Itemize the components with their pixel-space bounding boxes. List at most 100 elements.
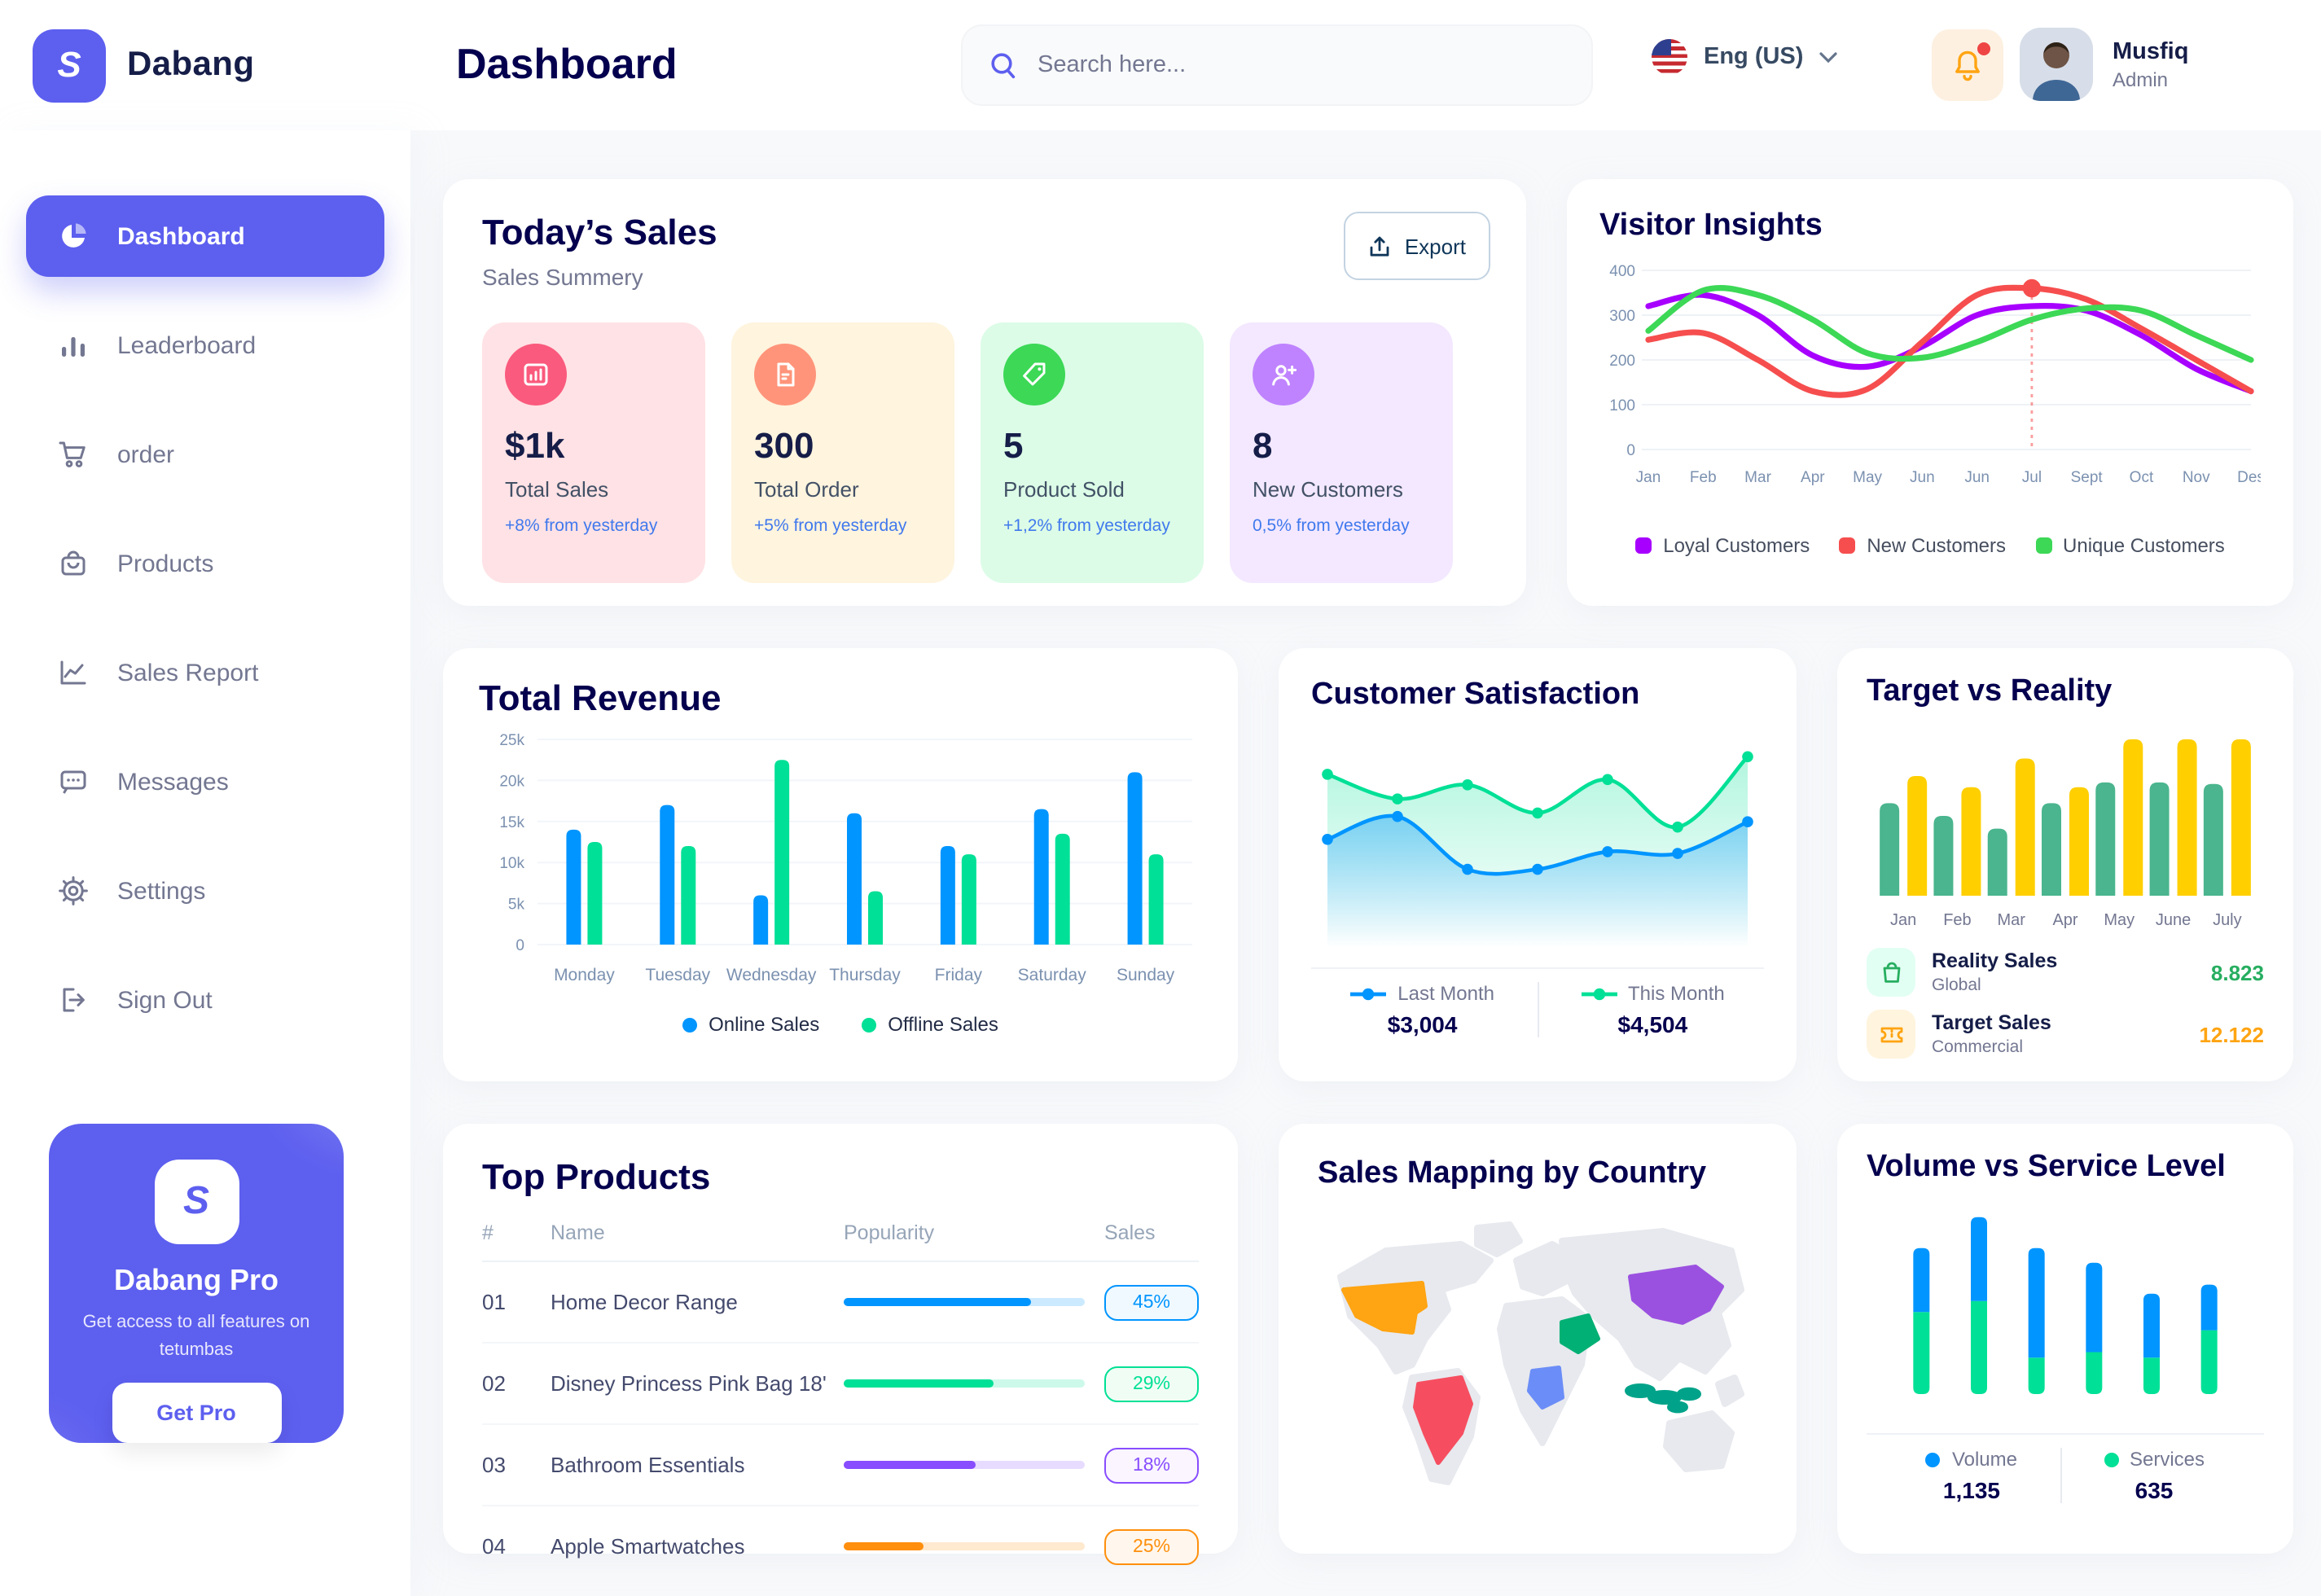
- stat-card-new-customers: 8 New Customers 0,5% from yesterday: [1230, 322, 1453, 583]
- svg-text:15k: 15k: [499, 814, 524, 831]
- header-popularity: Popularity: [844, 1221, 935, 1244]
- sidebar-item-label: Settings: [117, 877, 206, 905]
- product-row-01: 01 Home Decor Range 45%: [482, 1262, 1199, 1344]
- stat-text: Target Sales Commercial: [1932, 1011, 2051, 1057]
- sidebar-item-sales-report[interactable]: Sales Report: [26, 632, 384, 713]
- stat-delta: +1,2% from yesterday: [1003, 516, 1170, 536]
- svg-text:Monday: Monday: [554, 966, 615, 984]
- stat-label: Total Order: [754, 477, 859, 502]
- sidebar-item-label: Dashboard: [117, 222, 245, 250]
- svg-text:Jun: Jun: [1910, 469, 1935, 486]
- todays-sales-card: Today’s Sales Sales Summery Export $1k To…: [443, 179, 1526, 606]
- sidebar-item-leaderboard[interactable]: Leaderboard: [26, 305, 384, 386]
- get-pro-button[interactable]: Get Pro: [112, 1383, 281, 1443]
- sidebar-item-label: Sales Report: [117, 659, 259, 686]
- promo-title: Dabang Pro: [113, 1264, 279, 1296]
- volume-vs-service-legend: Volume 1,135 Services 635: [1867, 1448, 2264, 1503]
- legend-item-last-month: Last Month $3,004: [1350, 982, 1494, 1037]
- search-bar[interactable]: [961, 24, 1593, 106]
- sidebar: Dashboard Leaderboard order Products Sales R…: [0, 130, 410, 1596]
- target-vs-reality-chart: Jan Feb Mar Apr May June July: [1880, 739, 2251, 929]
- top-products-card: Top Products # Name Popularity Sales 01 H…: [443, 1124, 1238, 1564]
- svg-text:Jan: Jan: [1636, 469, 1661, 486]
- product-popularity-bar: [844, 1461, 1104, 1469]
- profile-text: Musfiq Admin: [2113, 38, 2188, 90]
- user-role: Admin: [2113, 68, 2169, 90]
- customer-satisfaction-legend: Last Month $3,004 This Month $4,504: [1311, 982, 1764, 1037]
- sidebar-item-label: Leaderboard: [117, 331, 257, 359]
- visitor-insights-title: Visitor Insights: [1599, 208, 1823, 243]
- svg-text:400: 400: [1609, 263, 1635, 280]
- header-sales: Sales: [1104, 1221, 1156, 1244]
- export-icon: [1369, 234, 1392, 258]
- brand: S Dabang: [0, 0, 410, 130]
- chevron-down-icon: [1819, 51, 1838, 63]
- export-button[interactable]: Export: [1344, 212, 1490, 280]
- bell-icon: [1951, 47, 1984, 83]
- bar-chart-icon: [55, 327, 91, 363]
- search-input[interactable]: [1034, 50, 1565, 80]
- sidebar-item-dashboard[interactable]: Dashboard: [26, 195, 384, 277]
- visitor-insights-legend: Loyal Customers New Customers Unique Custo…: [1599, 534, 2261, 557]
- todays-sales-subtitle: Sales Summery: [482, 264, 643, 290]
- stat-delta: +8% from yesterday: [505, 516, 658, 536]
- legend-divider: [2060, 1448, 2061, 1503]
- visitor-insights-chart: 0 100 200 300 400 Jan Feb Mar Apr May Jun Jun Jul Sep…: [1609, 263, 2261, 486]
- sidebar-item-label: Messages: [117, 768, 229, 796]
- dabang-logo-icon: S: [33, 28, 106, 102]
- sidebar-item-products[interactable]: Products: [26, 523, 384, 604]
- header-num: #: [482, 1221, 494, 1244]
- sidebar-item-messages[interactable]: Messages: [26, 741, 384, 822]
- svg-text:May: May: [1853, 469, 1882, 486]
- page-title: Dashboard: [456, 39, 678, 88]
- product-sales-badge: 25%: [1104, 1528, 1199, 1564]
- volume-vs-service-card: Volume vs Service Level Volume 1,135 Servi…: [1837, 1124, 2293, 1554]
- sidebar-item-settings[interactable]: Settings: [26, 850, 384, 932]
- product-sales-badge: 45%: [1104, 1284, 1199, 1320]
- product-row-03: 03 Bathroom Essentials 18%: [482, 1425, 1199, 1506]
- product-sales-badge: 18%: [1104, 1447, 1199, 1483]
- sidebar-nav: Dashboard Leaderboard order Products Sales R…: [26, 195, 384, 1041]
- export-label: Export: [1404, 234, 1466, 258]
- product-row-02: 02 Disney Princess Pink Bag 18' 29%: [482, 1344, 1199, 1425]
- product-num: 02: [482, 1371, 506, 1396]
- svg-text:Feb: Feb: [1690, 469, 1717, 486]
- profile-menu[interactable]: Musfiq Admin: [2020, 28, 2321, 101]
- product-popularity-bar: [844, 1379, 1104, 1388]
- svg-text:Jun: Jun: [1964, 469, 1990, 486]
- notification-dot: [1977, 42, 1990, 55]
- todays-sales-title: Today’s Sales: [482, 212, 717, 252]
- legend-divider: [1537, 982, 1538, 1037]
- stat-label: Total Sales: [505, 477, 609, 502]
- svg-text:June: June: [2156, 911, 2191, 929]
- svg-text:Mar: Mar: [1744, 469, 1771, 486]
- notifications-button[interactable]: [1932, 29, 2003, 101]
- legend-divider: [1311, 967, 1764, 982]
- brand-name: Dabang: [127, 46, 255, 83]
- legend-item-volume: Volume 1,135: [1925, 1448, 2017, 1503]
- language-label: Eng (US): [1704, 44, 1804, 70]
- svg-text:Saturday: Saturday: [1018, 966, 1087, 984]
- product-popularity-bar: [844, 1298, 1104, 1306]
- sidebar-item-order[interactable]: order: [26, 414, 384, 495]
- legend-item: Unique Customers: [2035, 534, 2225, 557]
- sidebar-item-sign-out[interactable]: Sign Out: [26, 959, 384, 1041]
- svg-text:Apr: Apr: [2052, 911, 2077, 929]
- customer-satisfaction-title: Customer Satisfaction: [1311, 677, 1640, 712]
- stat-cards: $1k Total Sales +8% from yesterday 300 Total…: [482, 322, 1487, 583]
- language-selector[interactable]: Eng (US): [1652, 39, 1838, 75]
- customer-satisfaction-chart: [1322, 751, 1753, 948]
- legend-item-services: Services 635: [2104, 1448, 2205, 1503]
- promo-subtitle: Get access to all features on tetumbas: [82, 1313, 310, 1359]
- product-name: Home Decor Range: [551, 1290, 738, 1314]
- pie-chart-icon: [55, 218, 91, 254]
- stat-value: 8.823: [2210, 960, 2264, 984]
- product-row-04: 04 Apple Smartwatches 25%: [482, 1506, 1199, 1586]
- product-num: 01: [482, 1290, 506, 1314]
- bag-icon: [55, 546, 91, 581]
- sidebar-item-label: Products: [117, 550, 214, 577]
- user-name: Musfiq: [2113, 38, 2189, 64]
- svg-text:Tuesday: Tuesday: [645, 966, 710, 984]
- us-flag-icon: [1652, 39, 1687, 75]
